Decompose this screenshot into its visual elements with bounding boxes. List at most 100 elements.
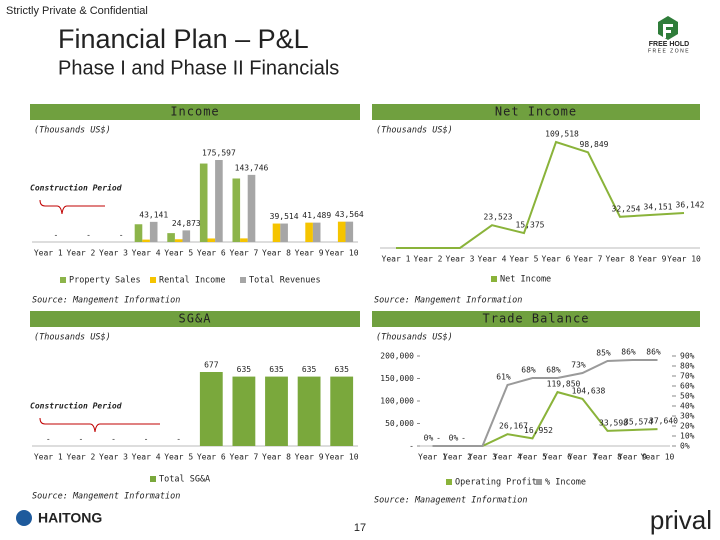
bar <box>142 239 150 242</box>
x-tick-label: Year 2 <box>443 453 472 462</box>
line <box>432 359 658 447</box>
value-label: 36,142 <box>676 201 705 210</box>
prival-logo: prival <box>650 505 712 535</box>
bar <box>182 230 191 242</box>
panel-title: Trade Balance <box>483 312 590 326</box>
page-number: 17 <box>354 522 366 534</box>
logo-letter <box>663 24 673 38</box>
panel-title: Net Income <box>495 105 577 119</box>
legend-label: Total SG&A <box>159 475 210 485</box>
unit-label: (Thousands US$) <box>34 126 111 136</box>
value-label: 677 <box>204 361 219 370</box>
annotation: Construction Period <box>30 401 122 411</box>
legend-swatch <box>150 476 156 482</box>
unit-label: (Thousands US$) <box>376 126 453 136</box>
legend-label: Net Income <box>500 275 551 285</box>
value-label: - <box>78 435 83 444</box>
x-tick-label: Year 3 <box>99 249 128 258</box>
source: Source: Management Information <box>374 496 528 506</box>
value-label: 32,254 <box>612 204 641 213</box>
y2-tick-label: 0% <box>680 442 690 451</box>
x-tick-label: Year 6 <box>542 255 571 264</box>
bar <box>240 238 248 242</box>
bar <box>247 174 256 242</box>
y-tick-label: 200,000 <box>380 352 414 361</box>
bar <box>215 160 223 242</box>
x-tick-label: Year 3 <box>468 453 497 462</box>
value-label: 635 <box>302 365 317 374</box>
x-tick-label: Year 8 <box>262 249 291 258</box>
value-label: 34,151 <box>644 202 673 211</box>
bar <box>207 238 216 242</box>
panel-header <box>30 311 360 327</box>
legend-swatch <box>446 479 452 485</box>
x-tick-label: Year 5 <box>164 453 193 462</box>
y2-tick-label: 20% <box>680 422 695 431</box>
x-tick-label: Year 2 <box>414 255 443 264</box>
legend-swatch <box>240 277 246 283</box>
value-label: - <box>436 434 441 443</box>
value-label: - <box>176 435 181 444</box>
y-tick-label: 150,000 <box>380 374 414 383</box>
bar <box>134 224 143 242</box>
value-label: 104,638 <box>572 386 606 395</box>
bar <box>272 223 281 242</box>
value-label: 109,518 <box>545 130 579 139</box>
y-tick-label: - <box>409 442 414 451</box>
value-label: - <box>461 434 466 443</box>
legend-label: Property Sales <box>69 276 141 286</box>
bar <box>232 376 256 446</box>
x-tick-label: Year 10 <box>667 255 701 264</box>
x-tick-label: Year 10 <box>325 249 359 258</box>
logo-mark <box>658 16 678 40</box>
bar <box>330 376 354 446</box>
bar <box>305 222 313 242</box>
y2-tick-label: 60% <box>680 382 695 391</box>
value-label: - <box>53 231 58 240</box>
value-label: - <box>144 435 149 444</box>
x-tick-label: Year 1 <box>382 255 411 264</box>
annotation: Construction Period <box>30 183 122 193</box>
value-label: 68% <box>546 366 561 375</box>
x-tick-label: Year 7 <box>229 453 258 462</box>
x-tick-label: Year 8 <box>606 255 635 264</box>
x-tick-label: Year 1 <box>418 453 447 462</box>
x-tick-label: Year 6 <box>543 453 572 462</box>
slide-subtitle: Phase I and Phase II Financials <box>58 57 339 79</box>
value-label: - <box>46 435 51 444</box>
x-tick-label: Year 8 <box>593 453 622 462</box>
value-label: 43,141 <box>139 210 168 219</box>
bar <box>199 163 208 242</box>
panel-title: Income <box>170 105 219 119</box>
x-tick-label: Year 9 <box>638 255 667 264</box>
value-label: 23,523 <box>484 213 513 222</box>
x-tick-label: Year 10 <box>641 453 675 462</box>
value-label: 24,873 <box>172 219 201 228</box>
x-tick-label: Year 4 <box>132 249 161 258</box>
x-tick-label: Year 1 <box>34 453 63 462</box>
value-label: 143,746 <box>235 163 269 172</box>
value-label: 635 <box>269 365 284 374</box>
y2-tick-label: 40% <box>680 402 695 411</box>
source: Source: Mangement Information <box>32 492 180 502</box>
y2-tick-label: 90% <box>680 352 695 361</box>
source: Source: Mangement Information <box>32 296 180 306</box>
x-tick-label: Year 6 <box>197 453 226 462</box>
bar <box>174 239 183 242</box>
x-tick-label: Year 4 <box>478 255 507 264</box>
value-label: 68% <box>521 366 536 375</box>
confidential: Strictly Private & Confidential <box>6 5 148 17</box>
value-label: 73% <box>571 361 586 370</box>
panel-header <box>372 311 700 327</box>
x-tick-label: Year 10 <box>325 453 359 462</box>
x-tick-label: Year 3 <box>99 453 128 462</box>
source: Source: Mangement Information <box>374 296 522 306</box>
x-tick-label: Year 9 <box>618 453 647 462</box>
logo-text: HAITONG <box>38 510 102 526</box>
panel-header <box>30 104 360 120</box>
x-tick-label: Year 9 <box>295 453 324 462</box>
bar <box>167 233 175 242</box>
x-tick-label: Year 4 <box>132 453 161 462</box>
legend-swatch <box>491 276 497 282</box>
